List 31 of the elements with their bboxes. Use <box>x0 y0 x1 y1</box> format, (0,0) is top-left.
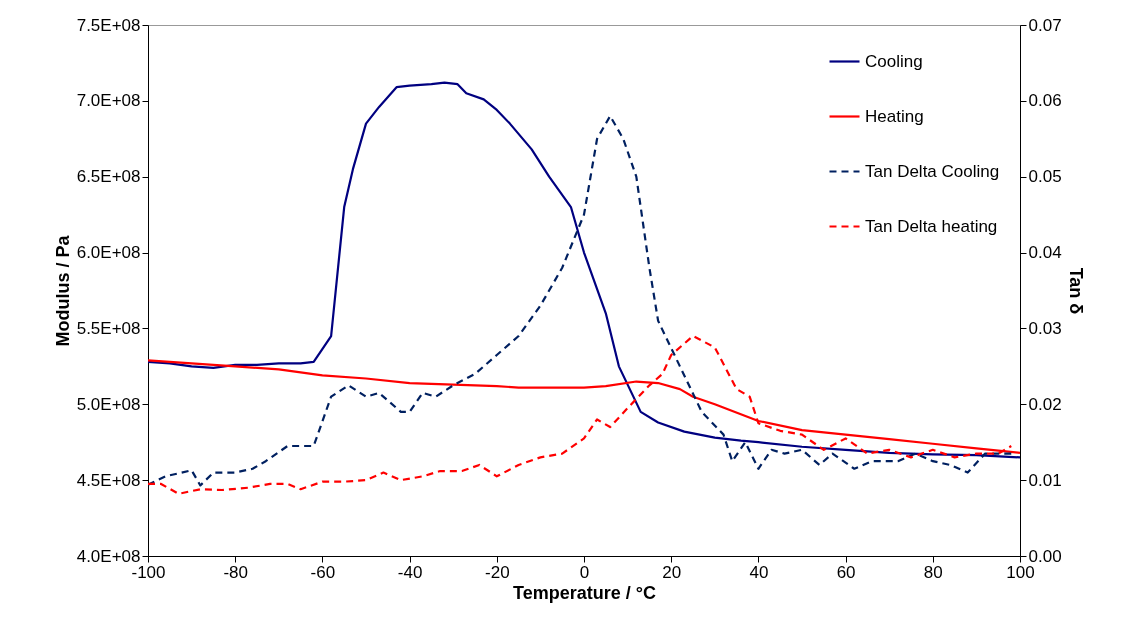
y-tick-label: 5.5E+08 <box>76 318 141 338</box>
y-tick-label: 6.5E+08 <box>76 167 141 187</box>
y-axis-title: Modulus / Pa <box>52 234 73 347</box>
legend-label: Heating <box>865 106 924 126</box>
x-tick-label: -40 <box>397 562 423 582</box>
y2-tick-label: 0.04 <box>1028 243 1062 263</box>
y2-tick-label: 0.05 <box>1028 167 1062 187</box>
line-series <box>148 81 1020 459</box>
x-tick-label: -80 <box>223 562 248 582</box>
y2-tick-label: 0.07 <box>1028 15 1062 35</box>
y2-tick-label: 0.06 <box>1028 91 1062 111</box>
x-tick-label: 80 <box>923 562 943 582</box>
y-tick-label: 5.0E+08 <box>76 394 141 414</box>
y2-tick-label: 0.03 <box>1028 318 1062 338</box>
x-tick-label: 60 <box>836 562 856 582</box>
legend-label: Cooling <box>865 51 923 71</box>
y-tick-label: 6.0E+08 <box>76 243 141 263</box>
y2-axis-title: Tan δ <box>1065 267 1086 315</box>
y-tick-label: 4.5E+08 <box>76 470 141 490</box>
legend-label: Tan Delta Cooling <box>865 161 1000 181</box>
x-tick-label: 0 <box>579 562 590 582</box>
x-tick-label: -60 <box>310 562 336 582</box>
x-tick-label: 40 <box>749 562 769 582</box>
y-tick-label: 7.0E+08 <box>76 91 141 111</box>
legend-label: Tan Delta heating <box>865 216 998 236</box>
x-tick-label: 20 <box>662 562 682 582</box>
x-tick-label: -20 <box>485 562 510 582</box>
x-axis-title: Temperature / °C <box>513 582 656 603</box>
y2-tick-label: 0.02 <box>1028 394 1062 414</box>
y2-tick-label: 0.01 <box>1028 470 1062 490</box>
y-tick-label: 7.5E+08 <box>76 15 141 35</box>
